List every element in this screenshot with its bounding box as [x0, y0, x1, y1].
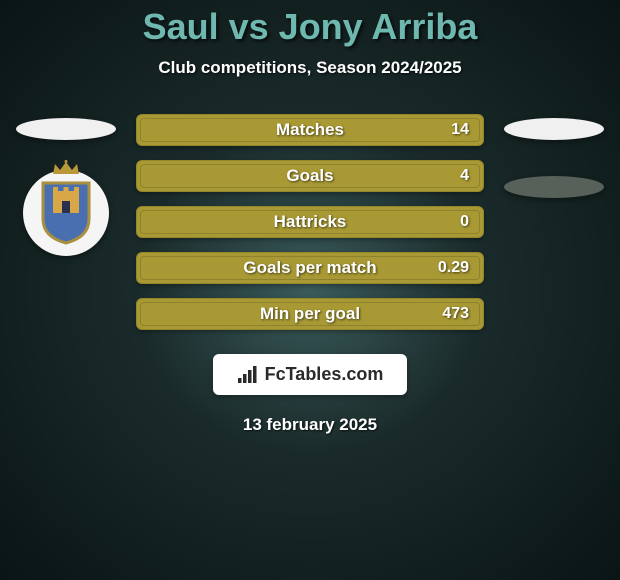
bars-icon — [237, 366, 259, 384]
club-right-ellipse — [504, 176, 604, 198]
crown-icon — [51, 160, 81, 176]
stat-value: 0 — [460, 213, 469, 231]
stat-bar: Goals 4 — [136, 160, 484, 192]
main-row: Matches 14 Goals 4 Hattricks 0 Goals per match… — [0, 114, 620, 330]
date-text: 13 february 2025 — [243, 415, 377, 435]
stat-label: Goals per match — [243, 258, 376, 278]
stat-bar: Hattricks 0 — [136, 206, 484, 238]
stat-label: Hattricks — [274, 212, 347, 232]
player-right-ellipse — [504, 118, 604, 140]
stat-bar: Goals per match 0.29 — [136, 252, 484, 284]
shield-icon — [39, 181, 93, 245]
stat-value: 0.29 — [438, 259, 469, 277]
left-column — [6, 114, 126, 256]
stat-label: Matches — [276, 120, 344, 140]
player-left-ellipse — [16, 118, 116, 140]
right-column — [494, 114, 614, 198]
stat-label: Min per goal — [260, 304, 360, 324]
stat-bar: Min per goal 473 — [136, 298, 484, 330]
stat-value: 4 — [460, 167, 469, 185]
stat-value: 14 — [451, 121, 469, 139]
content-wrapper: Saul vs Jony Arriba Club competitions, S… — [0, 0, 620, 580]
stat-bar: Matches 14 — [136, 114, 484, 146]
club-badge-left — [23, 170, 109, 256]
page-title: Saul vs Jony Arriba — [143, 6, 478, 48]
subtitle: Club competitions, Season 2024/2025 — [158, 58, 461, 78]
brand-text: FcTables.com — [265, 364, 384, 385]
stat-label: Goals — [286, 166, 333, 186]
stat-bars: Matches 14 Goals 4 Hattricks 0 Goals per match… — [126, 114, 494, 330]
brand-box: FcTables.com — [213, 354, 408, 395]
stat-value: 473 — [442, 305, 469, 323]
